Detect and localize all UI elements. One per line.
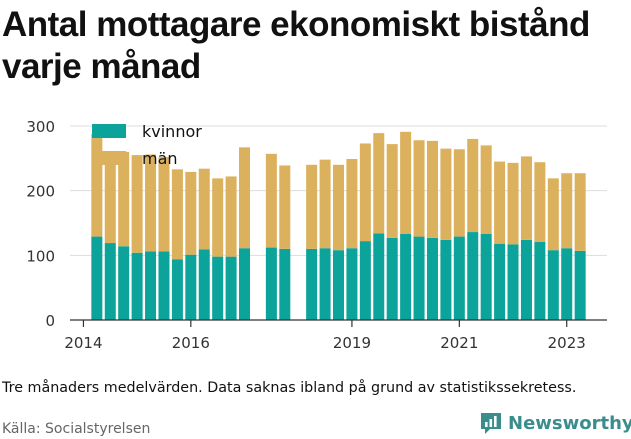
y-tick-label: 0 — [45, 312, 55, 330]
bar-man — [574, 173, 586, 251]
bar-kvinnor — [426, 237, 438, 320]
bar-kvinnor — [400, 233, 412, 320]
bar-kvinnor — [373, 233, 385, 320]
bar-kvinnor — [494, 243, 506, 320]
bar-man — [494, 161, 506, 244]
bar-kvinnor — [346, 248, 358, 320]
bar-kvinnor — [547, 250, 559, 320]
brand-logo[interactable]: Newsworthy — [478, 409, 631, 437]
bar-kvinnor — [467, 232, 479, 320]
bar-kvinnor — [145, 251, 157, 320]
bar-kvinnor — [520, 239, 532, 320]
bar-kvinnor — [118, 246, 130, 320]
bar-kvinnor — [265, 247, 277, 320]
bar-kvinnor — [359, 241, 371, 320]
bar-kvinnor — [239, 248, 251, 320]
legend-swatch-man — [92, 151, 126, 165]
y-tick-label: 200 — [26, 183, 55, 201]
bar-man — [507, 162, 519, 245]
bar-man — [413, 140, 425, 237]
x-tick-label: 2019 — [333, 334, 371, 352]
bar-man — [400, 131, 412, 234]
legend-label-kvinnor: kvinnor — [142, 122, 202, 141]
chart-title: Antal mottagare ekonomiskt bistånd varje… — [2, 5, 590, 86]
bar-kvinnor — [212, 256, 224, 320]
bar-man — [171, 169, 183, 260]
bar-man — [332, 164, 345, 251]
bar-kvinnor — [171, 259, 183, 320]
bar-kvinnor — [453, 236, 465, 320]
bar-kvinnor — [386, 237, 398, 320]
bar-kvinnor — [480, 233, 492, 320]
bar-man — [306, 164, 318, 249]
x-tick-label: 2014 — [64, 334, 102, 352]
legend: kvinnor män — [92, 122, 202, 168]
bar-man — [239, 147, 251, 249]
stacked-bar-chart: 0 100 200 300 2014 2016 2019 2021 2023 kvinnor mä… — [26, 118, 607, 352]
bar-kvinnor — [507, 244, 519, 320]
x-tick-label: 2016 — [172, 334, 210, 352]
legend-swatch-kvinnor — [92, 124, 126, 138]
x-tick-label: 2021 — [440, 334, 478, 352]
bar-man — [265, 153, 277, 248]
bar-kvinnor — [561, 248, 573, 320]
axis-layer: 0 100 200 300 2014 2016 2019 2021 2023 — [26, 118, 607, 352]
x-tick-label: 2023 — [548, 334, 586, 352]
newsworthy-logo-icon — [481, 413, 501, 434]
brand-name: Newsworthy — [508, 412, 631, 434]
bar-man — [467, 138, 479, 233]
bar-man — [145, 154, 157, 252]
legend-label-man: män — [142, 149, 178, 168]
bar-man — [480, 145, 492, 234]
bar-man — [212, 178, 224, 257]
bar-layer — [91, 131, 586, 320]
bar-man — [373, 133, 385, 234]
y-tick-label: 100 — [26, 247, 55, 265]
bar-man — [185, 171, 197, 255]
bar-man — [359, 143, 371, 242]
bar-man — [346, 158, 358, 249]
bar-kvinnor — [413, 236, 425, 320]
bar-kvinnor — [279, 248, 291, 320]
bar-man — [453, 149, 465, 237]
y-tick-label: 300 — [26, 118, 55, 136]
bar-kvinnor — [158, 251, 170, 320]
chart-note: Tre månaders medelvärden. Data saknas ib… — [2, 380, 577, 396]
bar-man — [279, 165, 291, 249]
bar-kvinnor — [574, 250, 586, 320]
bar-man — [426, 140, 438, 238]
bar-kvinnor — [534, 241, 546, 320]
bar-kvinnor — [225, 256, 237, 320]
bar-man — [319, 159, 331, 249]
bar-man — [386, 144, 398, 238]
bar-kvinnor — [91, 236, 103, 320]
bar-man — [561, 173, 573, 249]
bar-man — [547, 178, 559, 251]
bar-kvinnor — [306, 248, 318, 320]
bar-kvinnor — [185, 254, 197, 320]
bar-kvinnor — [131, 252, 143, 320]
bar-kvinnor — [440, 239, 452, 320]
source-credit: Källa: Socialstyrelsen — [2, 421, 151, 437]
bar-man — [440, 148, 452, 240]
bar-man — [520, 156, 532, 240]
bar-kvinnor — [332, 250, 345, 320]
bar-kvinnor — [319, 248, 331, 320]
bar-man — [91, 133, 103, 237]
bar-man — [534, 162, 546, 242]
bar-man — [131, 155, 143, 253]
bar-man — [198, 168, 210, 250]
bar-kvinnor — [198, 249, 210, 320]
bar-man — [225, 176, 237, 257]
bar-kvinnor — [104, 243, 116, 320]
bar-man — [158, 157, 170, 252]
bar-man — [118, 151, 130, 247]
bar-man — [104, 154, 116, 244]
